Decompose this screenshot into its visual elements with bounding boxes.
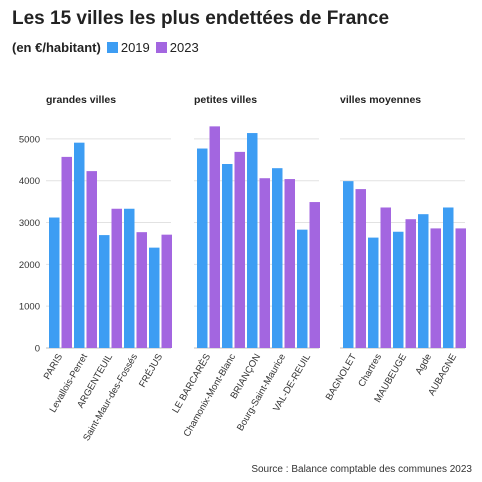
bar-2023 [161, 234, 172, 348]
bar-2023 [309, 202, 320, 348]
subtitle-legend-row: (en €/habitant) 2019 2023 [12, 40, 205, 55]
y-tick-label: 3000 [19, 218, 40, 229]
bar-2023 [111, 208, 122, 348]
bar-2019 [272, 168, 283, 348]
bar-2019 [124, 208, 135, 348]
y-tick-label: 2000 [19, 260, 40, 271]
legend-swatch-2023 [155, 42, 167, 53]
x-tick-label: Agde [413, 352, 434, 377]
bar-2023 [430, 228, 441, 348]
x-tick-label: PARIS [42, 352, 65, 382]
bar-2023 [284, 179, 295, 348]
y-tick-label: 0 [35, 344, 40, 355]
panel-title: villes moyennes [340, 94, 421, 106]
bar-2019 [297, 229, 308, 348]
y-tick-label: 5000 [19, 134, 40, 145]
bar-2019 [222, 164, 233, 348]
x-tick-label: Chartres [356, 352, 384, 389]
bar-2023 [234, 151, 245, 348]
chart-title: Les 15 villes les plus endettées de Fran… [12, 8, 390, 29]
bar-2019 [49, 217, 60, 348]
legend-item-2019: 2019 [106, 40, 150, 55]
bar-2019 [149, 247, 160, 348]
legend-item-2023: 2023 [155, 40, 199, 55]
bar-2023 [355, 189, 366, 348]
bar-2023 [405, 219, 416, 348]
legend-label-2023: 2023 [169, 40, 199, 55]
y-tick-label: 1000 [19, 302, 40, 313]
bar-2023 [209, 126, 220, 348]
bar-2023 [380, 207, 391, 348]
bar-2023 [455, 228, 466, 348]
bar-2019 [343, 181, 354, 348]
x-tick-label: BAGNOLET [324, 352, 359, 402]
bar-2023 [259, 178, 270, 348]
bar-2023 [61, 156, 72, 348]
bar-2019 [247, 133, 258, 348]
legend-swatch-2019 [106, 42, 118, 53]
x-tick-label: FRÉJUS [137, 352, 165, 390]
y-tick-label: 4000 [19, 176, 40, 187]
panel-title: petites villes [194, 94, 257, 106]
bar-2019 [443, 207, 454, 348]
bar-2019 [418, 214, 429, 348]
bar-2023 [136, 232, 147, 348]
bar-2019 [368, 237, 379, 348]
bar-2023 [86, 171, 97, 348]
source-note: Source : Balance comptable des communes … [251, 464, 472, 475]
panel-title: grandes villes [46, 94, 116, 106]
bar-2019 [197, 148, 208, 348]
legend-label-2019: 2019 [120, 40, 150, 55]
chart-subtitle: (en €/habitant) [12, 40, 101, 55]
bar-2019 [393, 231, 404, 348]
bar-2019 [99, 235, 110, 348]
bar-2019 [74, 142, 85, 348]
